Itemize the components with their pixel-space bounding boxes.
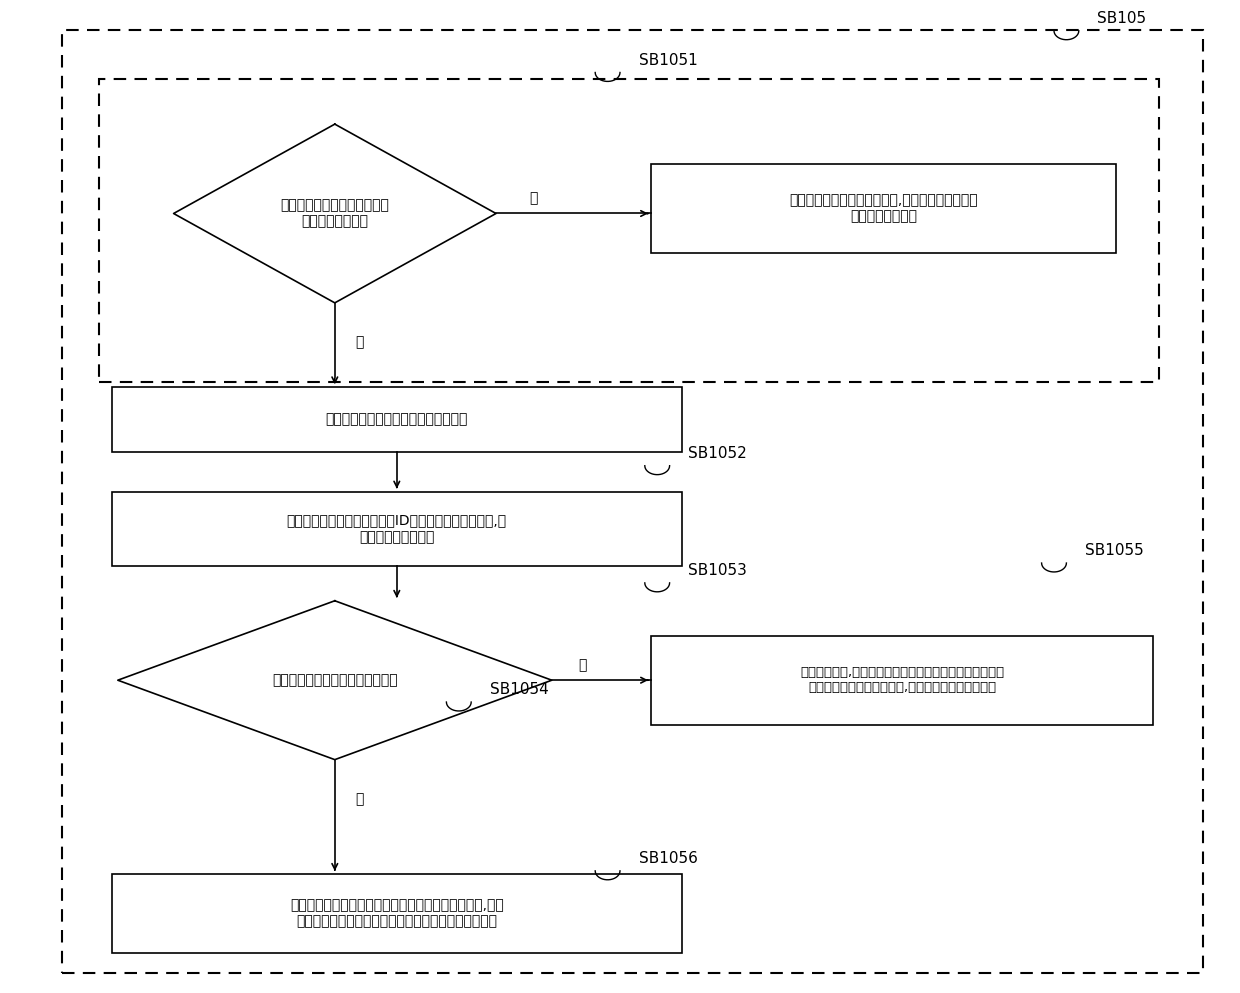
- Text: SB1052: SB1052: [688, 446, 746, 461]
- Text: 换电站服务端在电动车用户的账户中冻结预授权费用,且向
电动车用户客户端和换电站智能设备发送第三提示信息: 换电站服务端在电动车用户的账户中冻结预授权费用,且向 电动车用户客户端和换电站智…: [290, 899, 503, 928]
- FancyBboxPatch shape: [112, 387, 682, 452]
- Text: 否: 否: [356, 792, 363, 806]
- Text: 否: 否: [529, 192, 537, 206]
- Text: 是: 是: [579, 658, 587, 672]
- Text: SB1053: SB1053: [688, 563, 746, 578]
- Text: 换电站服务端计算电动车的预授权费用: 换电站服务端计算电动车的预授权费用: [326, 412, 467, 427]
- FancyBboxPatch shape: [112, 492, 682, 566]
- FancyBboxPatch shape: [62, 30, 1203, 973]
- Text: SB1055: SB1055: [1085, 543, 1143, 558]
- Text: 换电站服务端根据电动车用户ID获取电动车用户的账号,根
据账号获取账户余额: 换电站服务端根据电动车用户ID获取电动车用户的账号,根 据账号获取账户余额: [286, 513, 507, 544]
- Text: SB1056: SB1056: [639, 851, 697, 866]
- Text: 取消换电请求,换电站服务端向电动车用户客户端和换电站
智能设备发送第二提示信息,提醒电动车用户进行充值: 取消换电请求,换电站服务端向电动车用户客户端和换电站 智能设备发送第二提示信息,…: [800, 666, 1004, 694]
- Text: 换电站服务端取消所换电请求,且向换电站智能设备
发送第一提示信息: 换电站服务端取消所换电请求,且向换电站智能设备 发送第一提示信息: [789, 194, 978, 223]
- Text: SB1051: SB1051: [639, 53, 697, 68]
- Text: 换电站服务端判断实际电动车
是否满足换电要求: 换电站服务端判断实际电动车 是否满足换电要求: [280, 199, 389, 228]
- FancyBboxPatch shape: [112, 874, 682, 953]
- Text: SB1054: SB1054: [490, 682, 548, 697]
- Text: 是: 是: [356, 336, 363, 350]
- FancyBboxPatch shape: [651, 636, 1153, 725]
- Text: 判断账户余额是否小于预授权费用: 判断账户余额是否小于预授权费用: [272, 673, 398, 687]
- FancyBboxPatch shape: [99, 79, 1159, 382]
- Text: SB105: SB105: [1097, 11, 1147, 26]
- FancyBboxPatch shape: [651, 164, 1116, 253]
